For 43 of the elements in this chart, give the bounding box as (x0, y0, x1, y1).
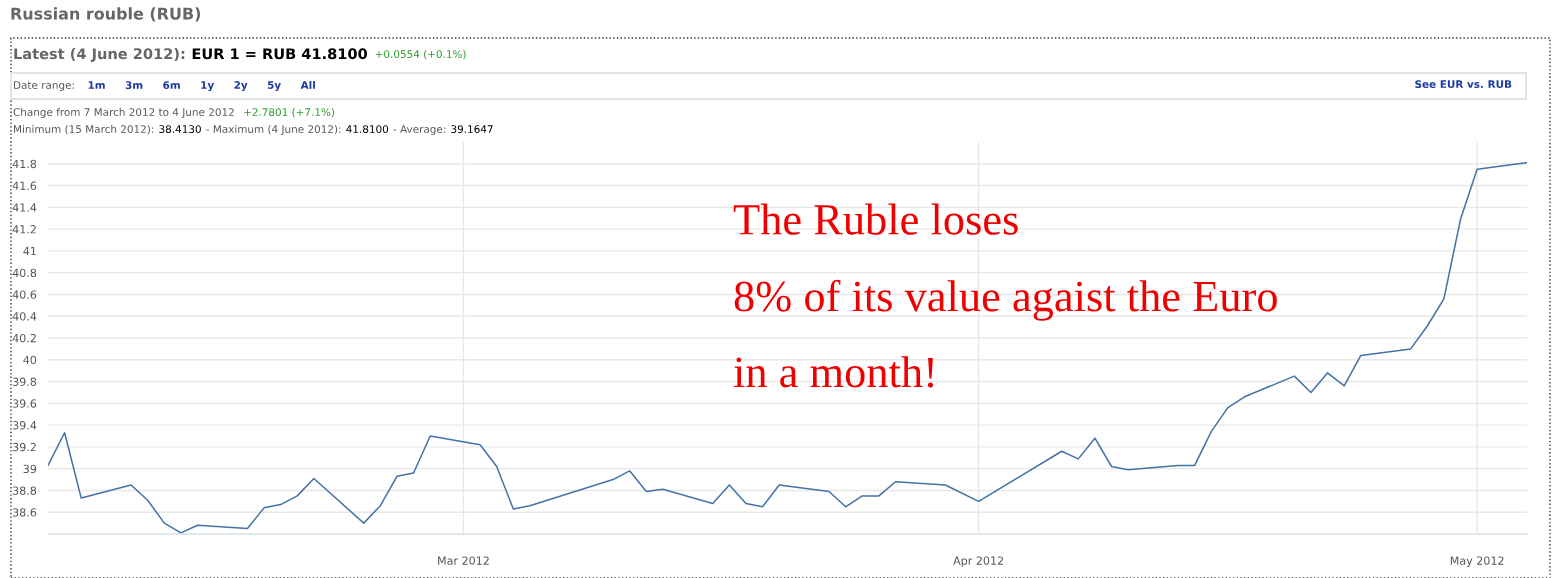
chart-subtitle: Latest (4 June 2012): (14, 47, 185, 62)
text: Minimum (15 March 2012): (14, 124, 154, 135)
text: +2.7801 (+7.1%) (244, 107, 335, 118)
text: - Average: (393, 125, 446, 136)
y-tick-label: 38.6 (13, 508, 37, 517)
text: 6m (163, 81, 180, 90)
text: EUR 1 = RUB 41.8100 (192, 48, 368, 60)
y-tick-label: 39.4 (13, 421, 37, 430)
text: Change from 7 March 2012 to 4 June 2012 (13, 107, 234, 119)
text: See EUR vs. RUB (1415, 80, 1512, 89)
y-tick-label: 41.6 (12, 181, 37, 190)
y-tick-label: 40 (23, 355, 37, 365)
y-tick-label: 41.8 (12, 159, 37, 169)
line-series (48, 161, 1527, 534)
text: 2y (234, 81, 248, 92)
text: +0.0554 (+0.1%) (375, 49, 466, 60)
y-tick-label: 39.2 (13, 442, 36, 452)
text: 1y (201, 81, 214, 92)
text: 41.8100 (346, 125, 389, 134)
y-tick-label: 40.8 (12, 268, 37, 278)
y-tick-label: 38.8 (13, 486, 37, 495)
text: All (300, 80, 315, 89)
x-tick-label: May 2012 (1450, 556, 1504, 567)
y-tick-label: 41.4 (12, 203, 37, 212)
x-tick-label: Apr 2012 (953, 556, 1004, 567)
x-tick-label: Mar 2012 (438, 556, 489, 565)
y-tick-label: 39.8 (13, 377, 37, 386)
text: Date range: (14, 81, 74, 92)
y-tick-label: 41.2 (12, 225, 36, 234)
y-tick-label: 41 (23, 247, 36, 256)
chart-title: Russian rouble (RUB) (11, 7, 201, 22)
y-tick-label: 40.2 (12, 333, 36, 343)
text: 1m (88, 81, 105, 89)
text: 3m (125, 81, 143, 90)
y-tick-label: 40.4 (12, 312, 37, 321)
text: - Maximum (4 June 2012): (206, 124, 341, 135)
text: 38.4130 (159, 125, 201, 134)
y-tick-label: 40.6 (12, 290, 37, 299)
y-tick-label: 39 (23, 464, 37, 474)
text: 39.1647 (451, 125, 493, 134)
y-tick-label: 39.6 (13, 399, 37, 408)
annotation: The Ruble loses 8% of its value agaist the Euro in a month! (733, 203, 1277, 388)
text: 5y (267, 81, 281, 92)
